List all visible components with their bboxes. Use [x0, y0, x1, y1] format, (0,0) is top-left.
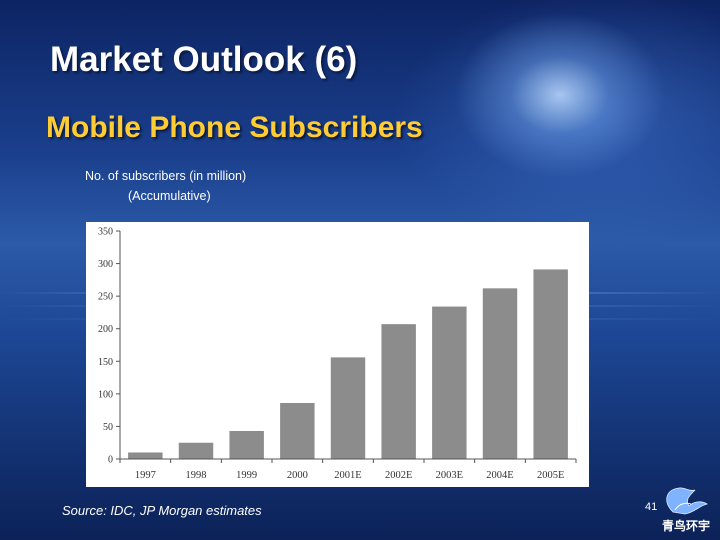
bar: [128, 452, 163, 459]
y-tick-label: 50: [103, 422, 113, 433]
y-tick-label: 300: [98, 259, 113, 270]
bar: [381, 324, 416, 459]
bars: [128, 269, 568, 459]
x-tick-label: 2003E: [436, 470, 463, 481]
slide-title: Market Outlook (6): [50, 40, 358, 79]
y-axis-title-line2: (Accumulative): [128, 189, 211, 203]
source-note: Source: IDC, JP Morgan estimates: [62, 503, 262, 518]
bar: [533, 269, 568, 459]
page-number: 41: [645, 501, 658, 513]
x-tick-label: 1997: [135, 470, 156, 481]
x-tick-label: 2000: [287, 470, 308, 481]
y-tick-label: 100: [98, 389, 113, 400]
x-tick-label: 1998: [186, 470, 207, 481]
logo-text: 青鸟环宇: [662, 518, 710, 533]
slide-subtitle: Mobile Phone Subscribers: [46, 111, 423, 144]
bar: [330, 357, 366, 459]
y-axis-title-line1: No. of subscribers (in million): [85, 169, 247, 183]
bar: [280, 402, 315, 459]
y-tick-label: 250: [98, 292, 113, 303]
bar: [178, 442, 214, 459]
y-tick-label: 150: [98, 357, 113, 368]
y-tick-label: 350: [98, 227, 113, 238]
y-tick-label: 200: [98, 324, 113, 335]
y-tick-label: 0: [108, 455, 113, 466]
x-tick-label: 2005E: [537, 470, 564, 481]
x-tick-label: 2004E: [486, 470, 513, 481]
bar-chart: 0 50 100 150 200 250 300 350 1997 1998 1999 2000 200…: [98, 227, 577, 481]
bar: [482, 288, 518, 459]
bar: [229, 430, 264, 459]
company-logo: 青鸟环宇: [662, 487, 710, 533]
x-tick-label: 2001E: [334, 470, 361, 481]
bar: [432, 306, 467, 459]
axes: 0 50 100 150 200 250 300 350 1997 1998 1999 2000 200…: [98, 227, 577, 481]
x-tick-label: 2002E: [385, 470, 412, 481]
x-tick-label: 1999: [236, 470, 257, 481]
bar-chart-panel: 0 50 100 150 200 250 300 350 1997 1998 1999 2000 200…: [86, 222, 589, 487]
